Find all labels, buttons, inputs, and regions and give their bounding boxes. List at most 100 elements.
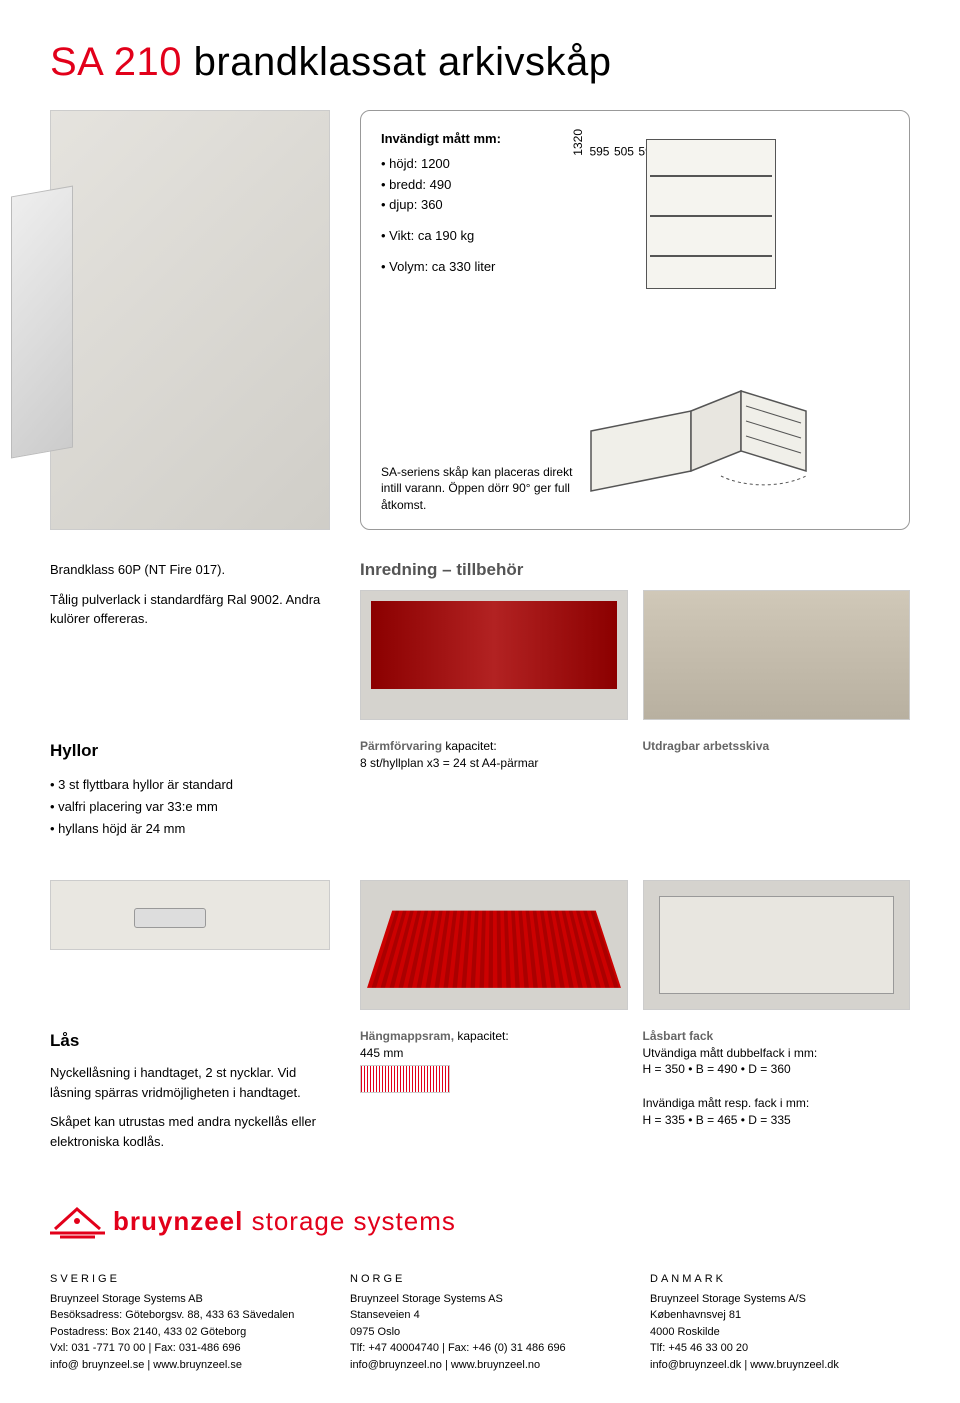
footer: SVERIGE Bruynzeel Storage Systems AB Bes…	[50, 1271, 910, 1373]
spec-weight: Vikt: ca 190 kg	[381, 226, 551, 247]
worktop-photo	[643, 590, 911, 728]
compartment-photo	[643, 880, 911, 1018]
page-root: SA 210 brandklassat arkivskåp Invändigt …	[0, 0, 960, 1403]
hangmapp-label: Hängmappsram,	[360, 1029, 454, 1043]
logo-mark-icon	[50, 1201, 105, 1241]
inredning-images	[360, 590, 910, 728]
spec-extra2: Volym: ca 330 liter	[381, 257, 551, 278]
page-title: SA 210 brandklassat arkivskåp	[50, 40, 910, 85]
accessory-images	[360, 880, 910, 1018]
shelf-line	[650, 215, 772, 217]
worktop-thumb	[643, 590, 911, 720]
binder-thumb	[360, 590, 628, 720]
spec-volume: Volym: ca 330 liter	[381, 257, 551, 278]
lasbart-label: Låsbart fack	[643, 1029, 714, 1043]
shelf-line	[650, 175, 772, 177]
footer-se: SVERIGE Bruynzeel Storage Systems AB Bes…	[50, 1271, 310, 1373]
se-l1: Bruynzeel Storage Systems AB	[50, 1291, 310, 1308]
spec-dims: höjd: 1200 bredd: 490 djup: 360	[381, 154, 551, 216]
parm-value: 8 st/hyllplan x3 = 24 st A4-pärmar	[360, 756, 538, 770]
lasbart-l4: H = 335 • B = 465 • D = 335	[643, 1113, 791, 1127]
product-photo	[50, 110, 330, 530]
se-l5: info@ bruynzeel.se | www.bruynzeel.se	[50, 1357, 310, 1374]
parm-caption: Pärmförvaring kapacitet: 8 st/hyllplan x…	[360, 738, 628, 772]
hyllor-item: valfri placering var 33:e mm	[50, 796, 330, 818]
placement-note: SA-seriens skåp kan placeras direkt inti…	[381, 464, 581, 514]
hangmapp-label-rest: kapacitet:	[454, 1029, 509, 1043]
hangfile-thumb	[360, 880, 628, 1010]
dimension-drawing: 1320 595 505 595 mm	[571, 129, 889, 511]
title-code: SA 210	[50, 40, 182, 84]
las-block: Lås Nyckellåsning i handtaget, 2 st nyck…	[50, 1028, 330, 1152]
parm-label-rest: kapacitet:	[442, 739, 497, 753]
country-se: SVERIGE	[50, 1271, 310, 1288]
brand-logo: bruynzeel storage systems	[50, 1201, 910, 1241]
no-l4: Tlf: +47 40004740 | Fax: +46 (0) 31 486 …	[350, 1340, 610, 1357]
finish-info: Tålig pulverlack i standardfärg Ral 9002…	[50, 590, 330, 629]
dk-l2: Københavnsvej 81	[650, 1307, 910, 1324]
parm-label: Pärmförvaring	[360, 739, 442, 753]
country-no: NORGE	[350, 1271, 610, 1288]
las-p2: Skåpet kan utrustas med andra nyckellås …	[50, 1112, 330, 1151]
cabinet-photo-placeholder	[50, 110, 330, 530]
inredning-block: Inredning – tillbehör	[360, 560, 910, 728]
footer-no: NORGE Bruynzeel Storage Systems AS Stans…	[350, 1271, 610, 1373]
utdrag-label: Utdragbar arbetsskiva	[643, 739, 770, 753]
no-l5: info@bruynzeel.no | www.bruynzeel.no	[350, 1357, 610, 1374]
spec-extra: Vikt: ca 190 kg	[381, 226, 551, 247]
las-heading: Lås	[50, 1028, 330, 1054]
dk-l1: Bruynzeel Storage Systems A/S	[650, 1291, 910, 1308]
info-row-4: Lås Nyckellåsning i handtaget, 2 st nyck…	[50, 1028, 910, 1152]
brand-logo-row: bruynzeel storage systems	[50, 1201, 910, 1241]
hangmapp-caption: Hängmappsram, kapacitet: 445 mm	[360, 1028, 628, 1129]
hyllor-block: Hyllor 3 st flyttbara hyllor är standard…	[50, 738, 330, 840]
hangmapp-value: 445 mm	[360, 1046, 403, 1060]
dim-height-label: 1320	[571, 129, 585, 156]
captions-1: Pärmförvaring kapacitet: 8 st/hyllplan x…	[360, 738, 910, 772]
dk-l4: Tlf: +45 46 33 00 20	[650, 1340, 910, 1357]
compartment-thumb	[643, 880, 911, 1010]
lasbart-l2: H = 350 • B = 490 • D = 360	[643, 1062, 791, 1076]
country-dk: DANMARK	[650, 1271, 910, 1288]
spec-dim-d: djup: 360	[381, 195, 551, 216]
captions-2: Hängmappsram, kapacitet: 445 mm Låsbart …	[360, 1028, 910, 1129]
lock-handle-thumb	[50, 880, 330, 950]
fire-class: Brandklass 60P (NT Fire 017).	[50, 560, 330, 580]
spec-text: Invändigt mått mm: höjd: 1200 bredd: 490…	[381, 129, 551, 511]
info-row-1: Brandklass 60P (NT Fire 017). Tålig pulv…	[50, 560, 910, 728]
info-row-3	[50, 880, 910, 1018]
inredning-heading: Inredning – tillbehör	[360, 560, 910, 580]
no-l1: Bruynzeel Storage Systems AS	[350, 1291, 610, 1308]
lasbart-caption: Låsbart fack Utvändiga mått dubbelfack i…	[643, 1028, 911, 1129]
spec-box: Invändigt mått mm: höjd: 1200 bredd: 490…	[360, 110, 910, 530]
top-row: Invändigt mått mm: höjd: 1200 bredd: 490…	[50, 110, 910, 530]
se-l4: Vxl: 031 -771 70 00 | Fax: 031-486 696	[50, 1340, 310, 1357]
lock-photo-col	[50, 880, 330, 958]
las-p1: Nyckellåsning i handtaget, 2 st nycklar.…	[50, 1063, 330, 1102]
se-l3: Postadress: Box 2140, 433 02 Göteborg	[50, 1324, 310, 1341]
hangfile-photo	[360, 880, 628, 1018]
logo-text: bruynzeel storage systems	[113, 1206, 456, 1237]
dk-l5: info@bruynzeel.dk | www.bruynzeel.dk	[650, 1357, 910, 1374]
spec-dim-w: bredd: 490	[381, 175, 551, 196]
logo-brand: bruynzeel	[113, 1206, 243, 1236]
spec-heading: Invändigt mått mm:	[381, 129, 551, 150]
dk-l3: 4000 Roskilde	[650, 1324, 910, 1341]
title-rest: brandklassat arkivskåp	[194, 40, 612, 84]
hatching-icon	[360, 1065, 450, 1093]
utdrag-caption: Utdragbar arbetsskiva	[643, 738, 911, 772]
footer-dk: DANMARK Bruynzeel Storage Systems A/S Kø…	[650, 1271, 910, 1373]
front-outline	[646, 139, 776, 289]
spec-dim-h: höjd: 1200	[381, 154, 551, 175]
binder-photo	[360, 590, 628, 728]
hyllor-heading: Hyllor	[50, 738, 330, 764]
hyllor-list: 3 st flyttbara hyllor är standard valfri…	[50, 774, 330, 840]
lasbart-l3: Invändiga mått resp. fack i mm:	[643, 1096, 810, 1110]
shelf-line	[650, 255, 772, 257]
no-l2: Stanseveien 4	[350, 1307, 610, 1324]
logo-suffix: storage systems	[243, 1206, 456, 1236]
lasbart-l1: Utvändiga mått dubbelfack i mm:	[643, 1046, 818, 1060]
left-info: Brandklass 60P (NT Fire 017). Tålig pulv…	[50, 560, 330, 629]
dim-width-label: 595	[589, 145, 609, 159]
iso-drawing	[581, 381, 811, 511]
